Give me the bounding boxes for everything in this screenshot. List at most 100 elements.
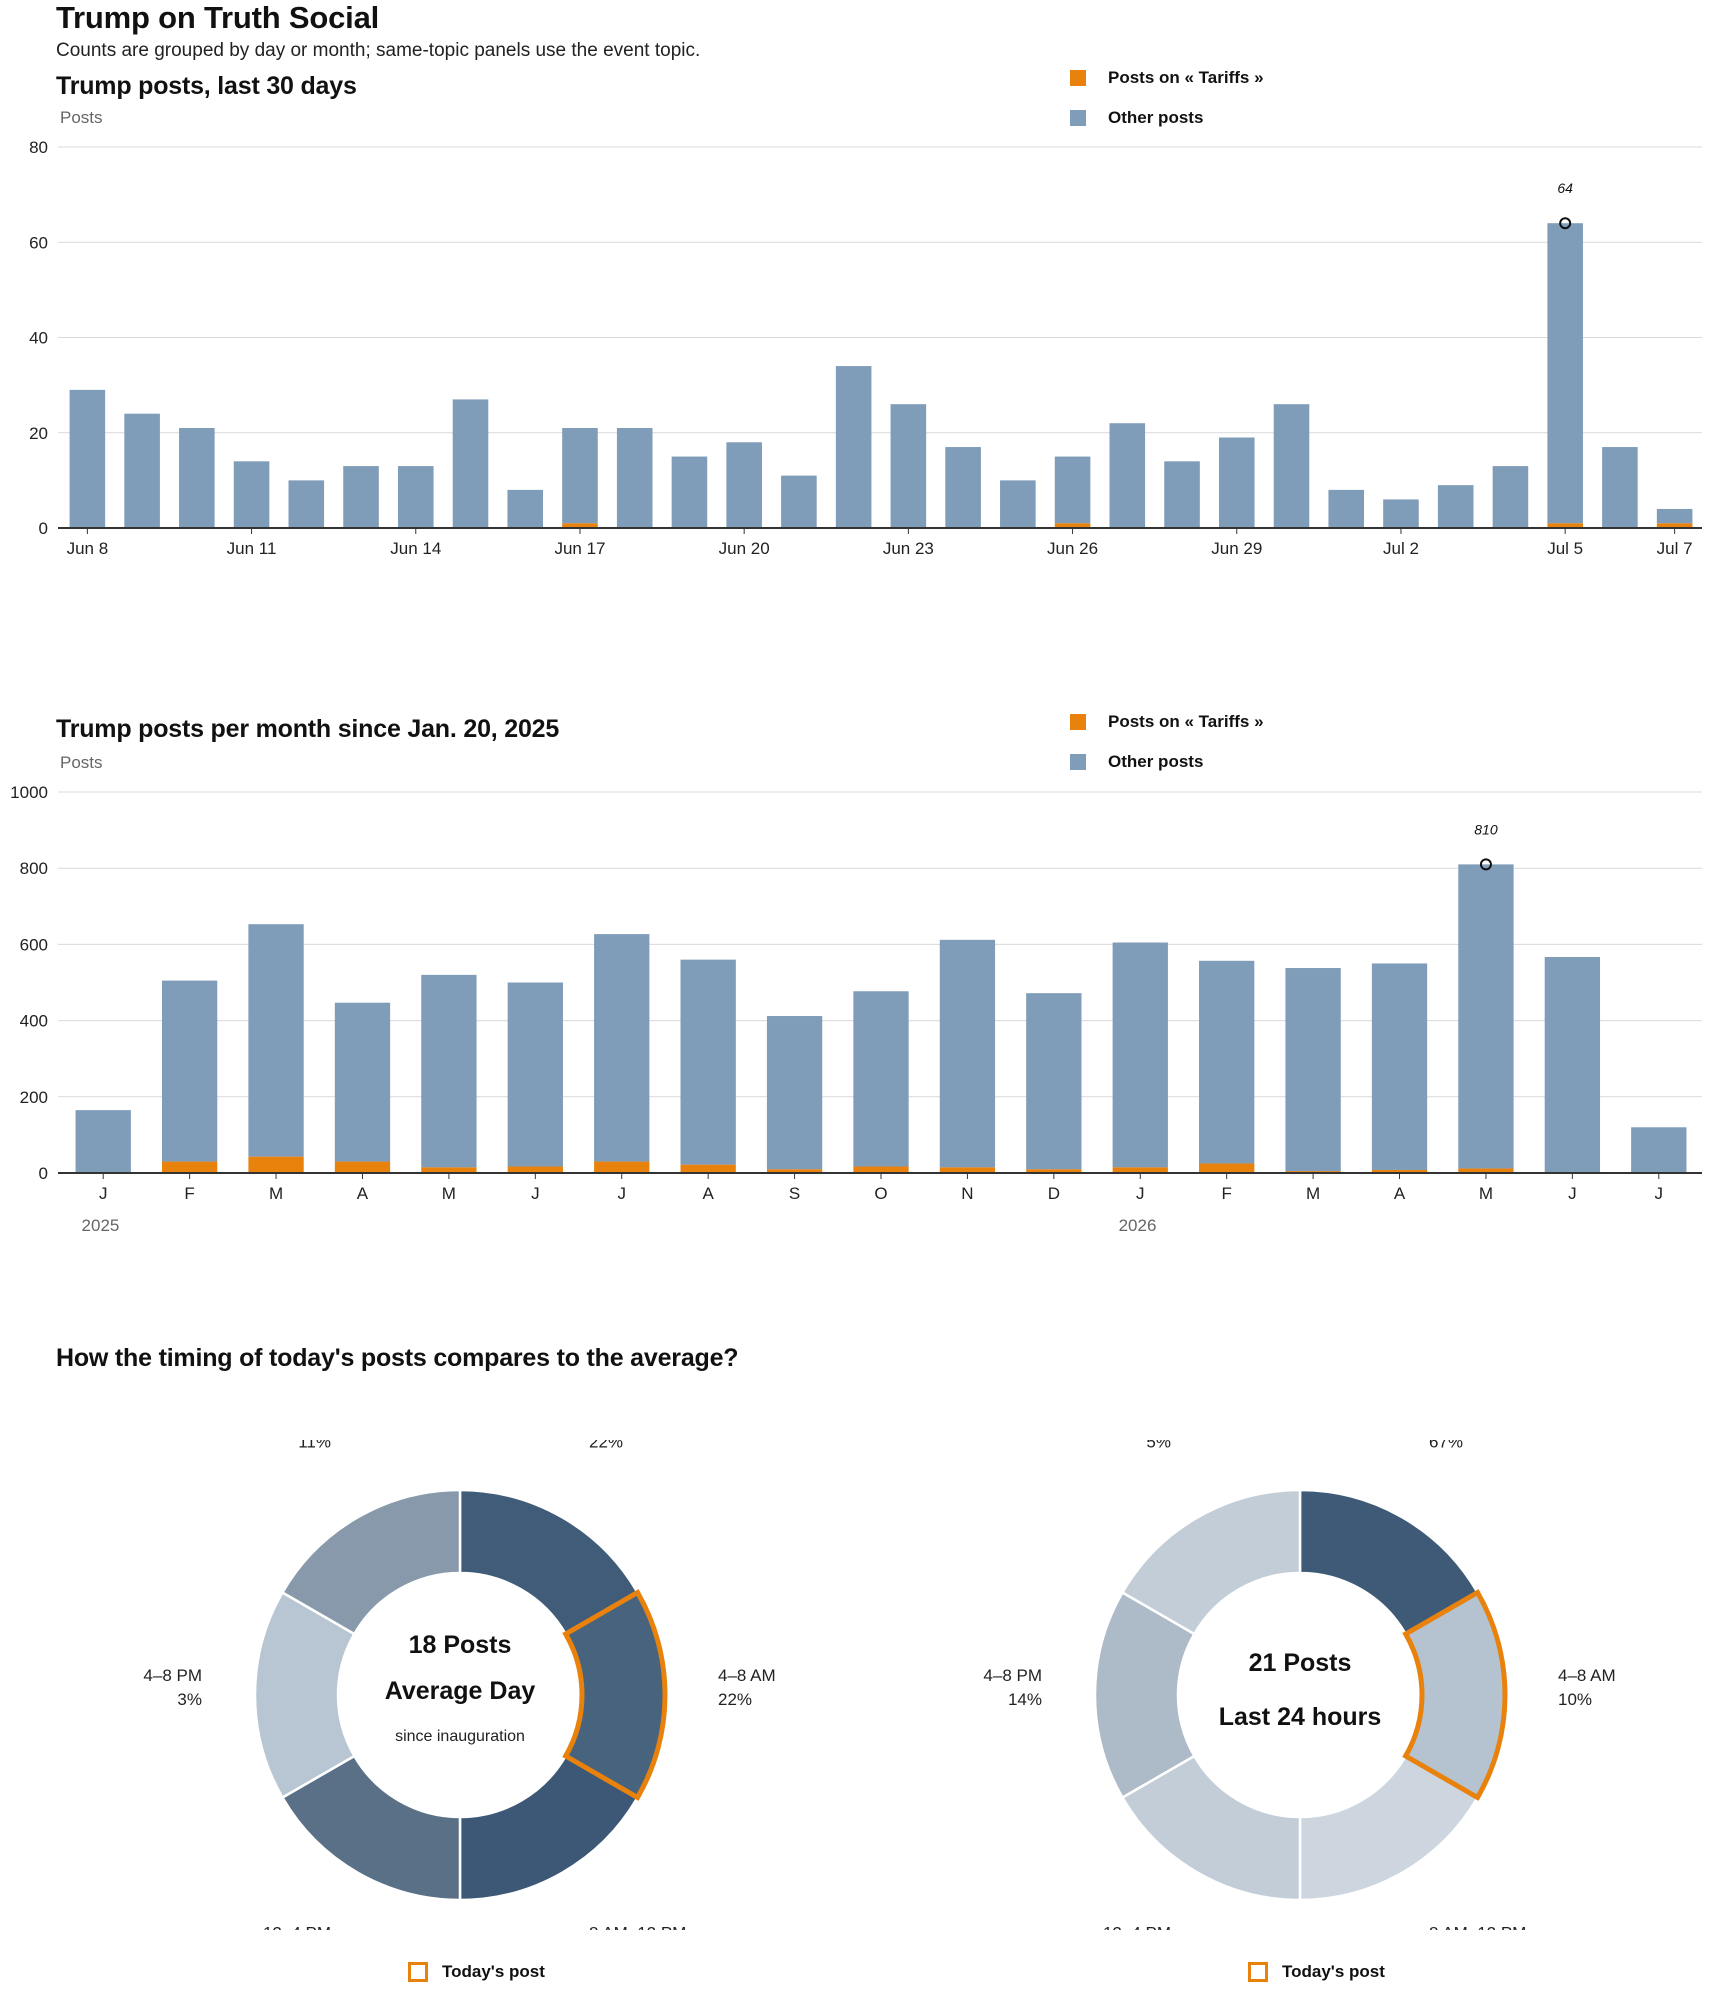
- y-axis-label: Posts: [60, 753, 103, 772]
- bar-other: [1026, 993, 1082, 1170]
- bar-other: [161, 980, 218, 1162]
- today-post-label: Today's post: [442, 1962, 545, 1981]
- page-title: Trump on Truth Social: [56, 0, 380, 35]
- donut-center-note: since inauguration: [395, 1728, 525, 1745]
- bar-other: [1383, 499, 1419, 528]
- x-tick-label: M: [442, 1184, 456, 1203]
- x-tick-label: J: [99, 1184, 108, 1203]
- bar-topic: [1112, 1167, 1168, 1173]
- bar-topic: [248, 1156, 304, 1173]
- monthly-chart-legend: Posts on « Tariffs » Other posts: [1070, 702, 1264, 782]
- today-post-key-24h: Today's post: [1248, 1962, 1385, 1982]
- donut-center-title: Last 24 hours: [1219, 1703, 1382, 1731]
- bar-topic: [680, 1164, 736, 1173]
- bar-topic: [766, 1169, 823, 1173]
- today-post-key-average: Today's post: [408, 1962, 545, 1982]
- segment-time-label: 4–8 PM: [143, 1666, 202, 1685]
- x-tick-label: J: [617, 1184, 626, 1203]
- x-tick-label: M: [269, 1184, 283, 1203]
- bar-other: [781, 475, 817, 528]
- monthly-chart-title: Trump posts per month since Jan. 20, 202…: [56, 715, 560, 743]
- peak-label: 810: [1474, 821, 1498, 837]
- bar-other: [421, 974, 477, 1168]
- today-highlight-outline: [562, 1589, 668, 1801]
- x-tick-label: Jun 29: [1211, 539, 1262, 558]
- bar-other: [1109, 423, 1146, 528]
- legend-label-topic: Posts on « Tariffs »: [1108, 712, 1264, 731]
- segment-time-label: 4–8 PM: [983, 1666, 1042, 1685]
- y-tick-label: 20: [29, 424, 48, 443]
- monthly-posts-chart: Posts 0 200 400 600 800 1000 J F M A M J J A S O N D J F M A M J…: [10, 753, 1702, 1235]
- segment-time-label: 12–4 PM: [1103, 1923, 1171, 1930]
- bar-topic: [939, 1167, 996, 1173]
- x-tick-label: Jun 23: [883, 539, 934, 558]
- x-tick-label: Jul 7: [1657, 539, 1693, 558]
- legend-item-topic: Posts on « Tariffs »: [1070, 58, 1264, 98]
- bar-other: [334, 1002, 391, 1162]
- donut-segment: [1120, 1488, 1302, 1636]
- x-tick-label: M: [1306, 1184, 1320, 1203]
- x-tick-label: Jul 2: [1383, 539, 1419, 558]
- x-tick-label: D: [1048, 1184, 1060, 1203]
- bar-other: [680, 959, 736, 1165]
- y-axis-label: Posts: [60, 108, 103, 127]
- bar-other: [616, 427, 653, 528]
- bar-other: [343, 466, 379, 528]
- x-tick-label: Jun 14: [390, 539, 441, 558]
- bar-other: [1328, 489, 1365, 528]
- legend-item-other: Other posts: [1070, 742, 1264, 782]
- bar-other: [1544, 956, 1601, 1173]
- y-tick-label: 40: [29, 329, 48, 348]
- bar-other: [594, 934, 650, 1162]
- y-tick-label: 600: [20, 935, 48, 954]
- x-tick-label: O: [874, 1184, 887, 1203]
- x-tick-label: Jun 17: [554, 539, 605, 558]
- bar-other: [1199, 960, 1255, 1164]
- bar-other: [75, 1110, 131, 1173]
- bar-topic: [334, 1161, 391, 1173]
- bar-other: [939, 939, 996, 1168]
- segment-pct-label: 22%: [718, 1690, 752, 1709]
- x-tick-label: J: [1655, 1184, 1664, 1203]
- segment-pct-label: 22%: [589, 1440, 623, 1452]
- bar-other: [890, 404, 927, 528]
- x-tick-label: S: [789, 1184, 800, 1203]
- peak-label: 64: [1557, 180, 1573, 196]
- bar-other: [1437, 485, 1474, 528]
- bar-other: [124, 413, 160, 528]
- segment-time-label: 4–8 AM: [718, 1666, 776, 1685]
- x-tick-label: Jun 26: [1047, 539, 1098, 558]
- bar-topic: [853, 1166, 909, 1173]
- bar-other: [179, 427, 215, 528]
- today-post-swatch: [1248, 1962, 1268, 1982]
- x-tick-label: Jun 11: [227, 539, 277, 558]
- bar-topic: [1547, 523, 1583, 528]
- x-tick-label: Jun 8: [67, 539, 109, 558]
- segment-time-label: 12–4 PM: [263, 1923, 331, 1930]
- legend-swatch-other: [1070, 754, 1086, 770]
- donut-center-count: 21 Posts: [1249, 1649, 1352, 1677]
- page-subtitle: Counts are grouped by day or month; same…: [56, 40, 701, 61]
- bar-other: [507, 489, 544, 528]
- y-tick-label: 1000: [10, 783, 48, 802]
- bar-other: [233, 461, 270, 528]
- x-tick-label: Jun 20: [719, 539, 770, 558]
- segment-pct-label: 5%: [1146, 1440, 1171, 1452]
- legend-item-topic: Posts on « Tariffs »: [1070, 702, 1264, 742]
- y-tick-label: 60: [29, 233, 48, 252]
- bar-other: [562, 427, 598, 524]
- segment-time-label: 8 AM–12 PM: [1429, 1923, 1526, 1930]
- bar-topic: [1026, 1169, 1082, 1173]
- today-post-label: Today's post: [1282, 1962, 1385, 1981]
- segment-pct-label: 3%: [177, 1690, 202, 1709]
- bar-topic: [1199, 1163, 1255, 1173]
- peak-marker: [1479, 858, 1492, 871]
- bar-other: [452, 399, 489, 528]
- y-tick-label: 200: [20, 1088, 48, 1107]
- x-tick-label: A: [357, 1184, 369, 1203]
- bar-other: [1547, 223, 1583, 524]
- y-tick-label: 800: [20, 859, 48, 878]
- legend-swatch-other: [1070, 110, 1086, 126]
- segment-time-label: 4–8 AM: [1558, 1666, 1616, 1685]
